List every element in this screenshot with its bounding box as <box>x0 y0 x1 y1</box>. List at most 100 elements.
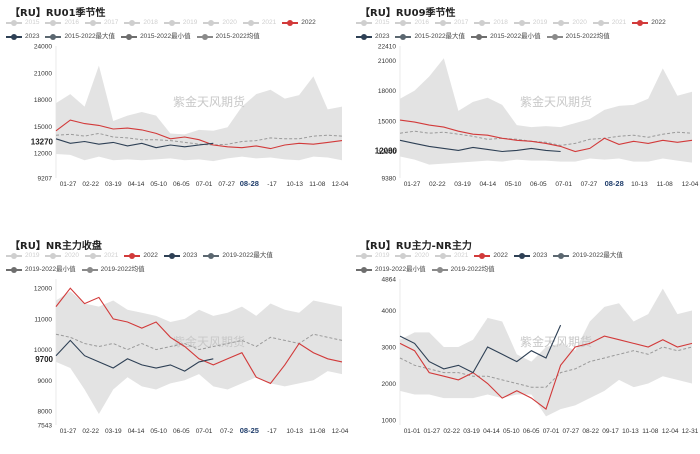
x-tick-label: 04-14 <box>128 428 145 435</box>
x-tick-label: 11-08 <box>642 428 659 435</box>
chart-title: 【RU】RU01季节性 <box>10 8 106 19</box>
x-tick-label: 05-10 <box>150 181 167 188</box>
legend-swatch <box>474 20 491 26</box>
legend-label: 2019 <box>532 19 548 26</box>
legend-item[interactable]: 2015-2022均值 <box>196 31 260 43</box>
legend-item[interactable]: 2015-2022最小值 <box>121 31 191 43</box>
legend-swatch <box>356 20 372 26</box>
legend-label: 2017 <box>453 19 469 26</box>
legend-item[interactable]: 2019 <box>6 250 39 262</box>
legend-item[interactable]: 2019 <box>163 17 198 29</box>
series-line-mean <box>399 130 693 146</box>
legend-swatch <box>356 253 372 259</box>
legend-swatch <box>356 267 372 273</box>
legend-item[interactable]: 2019 <box>513 17 548 29</box>
legend-item[interactable]: 2015-2022最大值 <box>45 31 115 43</box>
legend-item[interactable]: 2015-2022最小值 <box>471 31 541 43</box>
legend-item[interactable]: 2018 <box>124 17 158 29</box>
legend-label: 2023 <box>182 252 198 259</box>
legend-item[interactable]: 2016 <box>395 17 429 29</box>
legend-swatch <box>124 253 141 259</box>
legend-item[interactable]: 2019-2022最大值 <box>203 250 273 262</box>
chart-title: 【RU】RU主力-NR主力 <box>360 241 472 252</box>
legend-item[interactable]: 2017 <box>434 17 469 29</box>
range-band <box>400 288 692 417</box>
chart-panel-nr-close: 【RU】NR主力收盘 2019 2020 2021 2022 2023 2019-2022… <box>0 233 350 454</box>
series-line-mean <box>55 132 343 146</box>
x-tick-label: 02-22 <box>429 181 446 188</box>
legend-swatch <box>632 20 649 26</box>
x-tick-label: 06-05 <box>523 428 540 435</box>
legend-item[interactable]: 2020 <box>203 17 237 29</box>
legend-item[interactable]: 2019-2022最小值 <box>6 264 76 276</box>
legend-label: 2020 <box>64 252 79 259</box>
legend-item[interactable]: 2020 <box>395 250 429 262</box>
x-tick-label: 11-08 <box>657 181 674 188</box>
x-tick-label: 05-10 <box>503 428 520 435</box>
legend-swatch <box>395 20 412 26</box>
y-tick-label: 11000 <box>34 316 52 323</box>
y-current-value-label: 13270 <box>31 138 54 147</box>
y-tick-label: 4864 <box>382 277 397 284</box>
legend-swatch <box>163 20 180 26</box>
legend-item[interactable]: 2019-2022均值 <box>431 264 495 276</box>
legend-item[interactable]: 2015-2022最大值 <box>395 31 465 43</box>
x-tick-label: 06-05 <box>173 428 190 435</box>
legend-item[interactable]: 2023 <box>513 250 547 262</box>
legend-item[interactable]: 2017 <box>84 17 118 29</box>
x-tick-label: 06-05 <box>173 181 190 188</box>
legend-item[interactable]: 2021 <box>434 250 468 262</box>
legend-swatch <box>553 253 570 259</box>
legend-item[interactable]: 2015-2022均值 <box>546 31 610 43</box>
legend-item[interactable]: 2023 <box>163 250 198 262</box>
legend-item[interactable]: 2019-2022最大值 <box>553 250 623 262</box>
x-tick-label: 07-27 <box>218 181 235 188</box>
y-tick-label: 9380 <box>382 176 397 183</box>
legend-item[interactable]: 2015 <box>6 17 39 29</box>
legend-label: 2019 <box>182 19 198 26</box>
series-line-2023 <box>399 139 561 153</box>
legend-item[interactable]: 2018 <box>474 17 508 29</box>
legend-item[interactable]: 2021 <box>592 17 626 29</box>
x-tick-label: 12-04 <box>662 428 679 435</box>
x-tick-label: 12-31 <box>682 428 699 435</box>
legend-item[interactable]: 2022 <box>632 17 666 29</box>
legend-item[interactable]: 2020 <box>553 17 587 29</box>
watermark: 紫金天风期货 <box>173 94 245 109</box>
legend-item[interactable]: 2019 <box>356 250 389 262</box>
legend-item[interactable]: 2019-2022最小值 <box>356 264 426 276</box>
watermark: 紫金天风期货 <box>173 334 245 349</box>
y-tick-label: 15000 <box>378 119 396 126</box>
legend-item[interactable]: 2022 <box>282 17 316 29</box>
legend-swatch <box>242 20 259 26</box>
legend-item[interactable]: 2022 <box>124 250 158 262</box>
chart-panel-ru-nr-spread: 【RU】RU主力-NR主力 2019 2020 2021 2022 2023 2019-2… <box>350 233 700 454</box>
legend-item[interactable]: 2022 <box>474 250 508 262</box>
y-tick-label: 15000 <box>34 124 52 131</box>
legend-swatch <box>553 20 570 26</box>
legend-label: 2019-2022最小值 <box>25 266 76 273</box>
legend-item[interactable]: 2020 <box>45 250 79 262</box>
chart-plot-ru09: 紫金天风期货 22410 21000 18000 15000 12000 9380 12090… <box>375 44 699 189</box>
chart-legend: 2015 2016 2017 2018 2019 2020 2021 2022 2023 2015… <box>356 17 696 45</box>
legend-swatch <box>124 20 141 26</box>
watermark: 紫金天风期货 <box>520 334 592 349</box>
x-tick-label: 03-19 <box>105 181 122 188</box>
legend-item[interactable]: 2023 <box>6 31 39 43</box>
y-tick-label: 22410 <box>378 44 396 51</box>
legend-swatch <box>84 20 101 26</box>
legend-swatch <box>45 34 62 40</box>
legend-item[interactable]: 2015 <box>356 17 389 29</box>
x-tick-label: 10-13 <box>286 428 303 435</box>
legend-item[interactable]: 2023 <box>356 31 389 43</box>
legend-label: 2021 <box>103 252 119 259</box>
legend-item[interactable]: 2019-2022均值 <box>81 264 145 276</box>
legend-label: 2022 <box>301 19 316 26</box>
legend-item[interactable]: 2021 <box>84 250 119 262</box>
chart-plot-ru-nr-spread: 紫金天风期货 4864 4000 3000 2000 1000 01-01 01-27 02-2… <box>382 277 699 436</box>
legend-item[interactable]: 2016 <box>45 17 79 29</box>
series-line-2022 <box>55 119 343 150</box>
legend-label: 2015-2022均值 <box>565 33 610 40</box>
legend-item[interactable]: 2021 <box>242 17 276 29</box>
legend-swatch <box>395 34 412 40</box>
